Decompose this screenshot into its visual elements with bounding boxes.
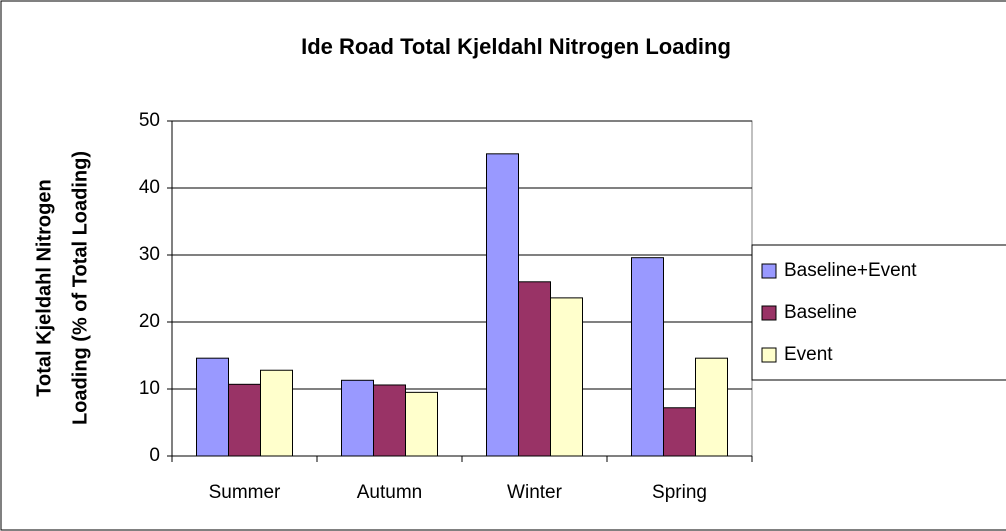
y-axis-label-line: Loading (% of Total Loading)	[69, 151, 91, 425]
bar	[405, 391, 438, 457]
legend-label: Event	[784, 344, 833, 365]
x-tick-label: Spring	[652, 482, 707, 503]
bar	[550, 297, 583, 457]
x-tick-label: Winter	[507, 482, 563, 503]
bar	[373, 384, 406, 457]
bar	[486, 153, 519, 457]
legend-swatch	[761, 263, 777, 279]
bar	[228, 383, 261, 457]
bar	[631, 257, 664, 457]
bar	[695, 357, 728, 457]
legend	[751, 244, 1006, 381]
chart-title: Ide Road Total Kjeldahl Nitrogen Loading	[301, 34, 731, 59]
legend-label: Baseline	[784, 302, 857, 323]
y-axis-label: Total Kjeldahl Nitrogen Loading (% of To…	[33, 151, 91, 425]
bar	[518, 281, 551, 457]
legend-swatch	[761, 347, 777, 363]
x-tick-label: Summer	[209, 482, 281, 503]
bar	[663, 407, 696, 457]
legend-swatch	[761, 305, 777, 321]
y-tick-label: 0	[149, 445, 160, 466]
y-tick-label: 30	[139, 244, 160, 265]
bar	[196, 357, 229, 457]
y-axis-label-line: Total Kjeldahl Nitrogen	[33, 179, 55, 396]
y-tick-label: 50	[139, 110, 160, 131]
bar	[341, 379, 374, 457]
y-tick-label: 10	[139, 378, 160, 399]
legend-label: Baseline+Event	[784, 260, 917, 281]
y-tick-label: 20	[139, 311, 160, 332]
y-tick-label: 40	[139, 177, 160, 198]
bar	[260, 369, 293, 457]
x-tick-label: Autumn	[357, 482, 422, 503]
